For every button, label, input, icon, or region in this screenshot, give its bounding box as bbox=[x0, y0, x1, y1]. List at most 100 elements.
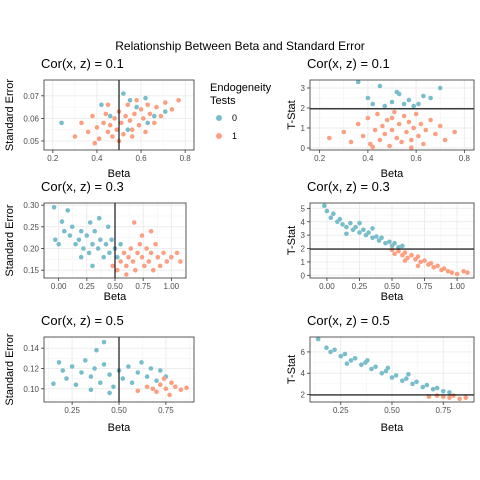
data-point-series-1 bbox=[404, 129, 409, 135]
data-point-series-1 bbox=[387, 143, 392, 149]
data-point-series-1 bbox=[141, 116, 146, 121]
data-point-series-1 bbox=[421, 141, 426, 147]
data-point-series-0 bbox=[416, 101, 421, 107]
data-point-series-1 bbox=[112, 116, 117, 121]
data-point-series-0 bbox=[59, 120, 64, 126]
data-point-series-1 bbox=[129, 134, 135, 139]
x-tick-label: 0.25 bbox=[333, 406, 349, 415]
data-point-series-0 bbox=[373, 364, 378, 370]
data-point-series-0 bbox=[148, 366, 154, 371]
data-point-series-1 bbox=[437, 123, 443, 129]
data-point-series-0 bbox=[98, 237, 103, 243]
data-point-series-1 bbox=[399, 139, 404, 145]
data-point-series-0 bbox=[109, 237, 114, 243]
data-point-series-0 bbox=[348, 220, 353, 226]
data-point-series-0 bbox=[107, 390, 112, 396]
data-point-series-0 bbox=[337, 216, 343, 222]
data-point-series-1 bbox=[389, 115, 395, 121]
data-point-series-1 bbox=[401, 113, 407, 119]
data-point-series-1 bbox=[372, 127, 378, 133]
data-point-series-0 bbox=[430, 386, 436, 392]
data-point-series-0 bbox=[370, 235, 375, 241]
data-point-series-1 bbox=[129, 127, 135, 132]
data-point-series-1 bbox=[107, 122, 113, 128]
data-point-series-0 bbox=[98, 380, 103, 386]
data-point-series-1 bbox=[121, 250, 127, 256]
data-point-series-1 bbox=[126, 254, 131, 260]
data-point-series-0 bbox=[69, 224, 75, 230]
data-point-series-1 bbox=[442, 137, 448, 143]
scatter-panel-4: 0.00 0.25 0.50 0.75 1.00 0 1 2 3 4 5 Cor(x, z) = 0.… bbox=[286, 179, 475, 303]
data-point-series-0 bbox=[396, 244, 401, 250]
data-point-series-0 bbox=[437, 85, 443, 91]
panel-title: Cor(x, z) = 0.3 bbox=[41, 179, 124, 194]
data-point-series-0 bbox=[344, 231, 349, 237]
data-point-series-1 bbox=[416, 133, 421, 139]
data-point-series-0 bbox=[125, 127, 131, 132]
data-point-series-0 bbox=[322, 203, 327, 208]
y-tick-label: 1 bbox=[301, 124, 306, 133]
data-point-series-1 bbox=[396, 121, 402, 127]
data-point-series-0 bbox=[353, 224, 358, 230]
y-tick-label: 0 bbox=[301, 271, 306, 280]
data-point-series-0 bbox=[111, 384, 116, 390]
data-point-series-1 bbox=[118, 259, 123, 264]
x-tick-label: 1.00 bbox=[164, 282, 180, 291]
data-point-series-0 bbox=[400, 378, 405, 384]
data-point-series-1 bbox=[418, 121, 424, 127]
x-tick-label: 0.2 bbox=[314, 154, 326, 163]
data-point-series-0 bbox=[365, 358, 370, 363]
data-point-series-0 bbox=[342, 351, 348, 357]
x-tick-label: 0.00 bbox=[51, 282, 67, 291]
data-point-series-0 bbox=[163, 109, 168, 114]
y-tick-label: 0.15 bbox=[23, 266, 39, 275]
data-point-series-1 bbox=[449, 270, 455, 275]
x-tick-label: 0.00 bbox=[319, 282, 335, 291]
data-point-series-0 bbox=[84, 233, 90, 238]
data-point-series-0 bbox=[411, 103, 417, 109]
data-point-series-0 bbox=[99, 102, 104, 108]
scatter-panel-2: 0.2 0.4 0.6 0.8 0 1 2 3 Cor(x, z) = 0.1 Beta T-Sta… bbox=[286, 56, 475, 180]
data-point-series-0 bbox=[90, 263, 95, 269]
data-point-series-0 bbox=[51, 205, 57, 210]
x-tick-label: 0.50 bbox=[384, 282, 400, 291]
data-point-series-1 bbox=[413, 111, 419, 117]
data-point-series-1 bbox=[123, 113, 128, 119]
data-point-series-0 bbox=[56, 241, 61, 247]
data-point-series-1 bbox=[394, 135, 400, 141]
x-axis-label: Beta bbox=[108, 422, 132, 434]
data-point-series-1 bbox=[428, 117, 433, 123]
data-point-series-1 bbox=[463, 395, 469, 401]
x-tick-label: 0.25 bbox=[64, 406, 80, 415]
data-point-series-1 bbox=[163, 386, 169, 392]
data-point-series-1 bbox=[124, 272, 129, 277]
data-point-series-1 bbox=[409, 252, 414, 258]
data-point-series-0 bbox=[355, 79, 361, 85]
data-point-series-0 bbox=[332, 347, 337, 353]
y-tick-label: 1 bbox=[301, 258, 306, 267]
data-point-series-1 bbox=[348, 139, 354, 145]
data-point-series-1 bbox=[121, 131, 126, 137]
data-point-series-1 bbox=[402, 258, 408, 263]
data-point-series-1 bbox=[434, 393, 440, 398]
data-point-series-0 bbox=[389, 99, 395, 105]
data-point-series-1 bbox=[134, 98, 139, 103]
data-point-series-1 bbox=[131, 220, 137, 225]
data-point-series-0 bbox=[76, 237, 82, 243]
y-axis-label: T-Stat bbox=[286, 100, 298, 129]
data-point-series-1 bbox=[154, 389, 159, 395]
data-point-series-0 bbox=[340, 222, 345, 227]
data-point-series-1 bbox=[161, 376, 167, 381]
data-point-series-0 bbox=[404, 376, 409, 381]
panel-title: Cor(x, z) = 0.1 bbox=[307, 56, 390, 71]
data-point-series-0 bbox=[56, 360, 62, 365]
data-point-series-0 bbox=[324, 208, 330, 214]
data-point-series-1 bbox=[178, 387, 184, 393]
data-point-series-0 bbox=[62, 228, 67, 234]
data-point-series-0 bbox=[344, 224, 349, 230]
data-point-series-1 bbox=[85, 129, 91, 135]
data-point-series-0 bbox=[107, 372, 112, 377]
data-point-series-1 bbox=[124, 263, 129, 269]
y-tick-label: 0.20 bbox=[23, 245, 39, 254]
data-point-series-1 bbox=[148, 250, 154, 256]
